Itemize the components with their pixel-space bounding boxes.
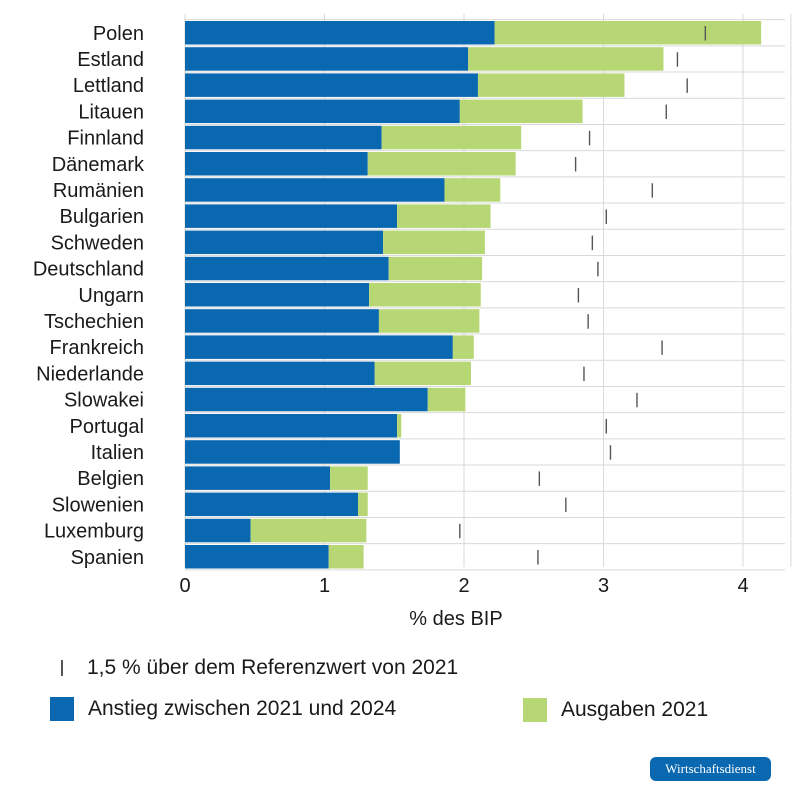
bar-anstieg [185,440,400,464]
bar-anstieg [185,361,375,386]
category-label: Frankreich [50,337,144,359]
category-label: Spanien [71,547,144,569]
bar-ausgaben [452,335,474,359]
bar-anstieg [185,466,331,490]
bar-anstieg [185,414,398,438]
legend-series2-entry: Ausgaben 2021 [523,698,708,722]
bar-ausgaben [369,283,481,307]
category-label: Bulgarien [59,206,144,228]
bar-anstieg [185,283,370,307]
gridlines [184,14,792,571]
reference-markers [459,26,707,565]
x-tick-label: 3 [598,575,609,597]
publisher-badge: Wirtschaftsdienst [650,757,771,781]
bar-anstieg [185,387,428,412]
x-tick-label: 2 [458,575,469,597]
bar-anstieg [185,256,389,281]
bar-anstieg [185,545,329,569]
category-label: Rumänien [53,180,144,202]
category-label: Dänemark [52,154,145,176]
bar-ausgaben [444,178,501,202]
green-swatch-icon [523,698,547,722]
category-label: Niederlande [36,363,144,385]
legend-marker-entry: 1,5 % über dem Referenzwert von 2021 [50,656,458,680]
category-label: Finnland [67,128,144,150]
bar-anstieg [185,47,469,71]
blue-swatch-icon [50,697,74,721]
bar-ausgaben [397,414,402,438]
x-tick-label: 4 [737,575,748,597]
bars [185,21,762,569]
bar-anstieg [185,99,460,124]
bar-anstieg [185,73,478,97]
category-label: Portugal [70,416,145,438]
category-label: Lettland [73,75,144,97]
category-label: Luxemburg [44,521,144,543]
bar-ausgaben [381,125,522,150]
bar-anstieg [185,518,251,543]
bar-anstieg [185,125,382,150]
legend-marker-label: 1,5 % über dem Referenzwert von 2021 [87,656,459,679]
bar-ausgaben [388,256,483,281]
bar-ausgaben [250,518,367,543]
category-labels: Polen Estland Lettland Litauen Finnland Dänem… [33,23,145,569]
chart: Polen Estland Lettland Litauen Finnland Dänem… [33,14,792,630]
category-label: Tschechien [44,311,144,333]
bar-ausgaben [459,99,583,124]
bar-ausgaben [383,230,485,255]
bar-anstieg [185,309,379,333]
x-tick-label: 0 [179,575,190,597]
bar-ausgaben [367,152,516,176]
legend-series1-label: Anstieg zwischen 2021 und 2024 [88,697,397,720]
category-label: Italien [91,442,144,464]
legend-series1-entry: Anstieg zwischen 2021 und 2024 [50,697,396,721]
category-label: Deutschland [33,259,144,281]
x-tick-label: 1 [319,575,330,597]
bar-ausgaben [427,387,466,412]
bar-ausgaben [357,492,368,517]
bar-anstieg [185,178,445,202]
marker-swatch-icon [61,660,63,676]
bar-anstieg [185,204,398,228]
bar-anstieg [185,230,384,255]
bar-anstieg [185,152,368,176]
bar-ausgaben [494,21,762,45]
legend-series2-label: Ausgaben 2021 [561,698,709,721]
category-label: Polen [93,23,144,45]
bar-anstieg [185,492,358,517]
bar-ausgaben [330,466,368,490]
bar-ausgaben [374,361,471,386]
category-label: Schweden [51,232,144,254]
bar-ausgaben [397,204,491,228]
bar-ausgaben [378,309,480,333]
x-tick-labels: 0 1 2 3 4 [179,575,748,597]
bar-anstieg [185,335,453,359]
category-label: Litauen [78,101,144,123]
x-axis-title: % des BIP [409,608,502,630]
bar-ausgaben [477,73,625,97]
category-label: Slowakei [64,390,144,412]
bar-anstieg [185,21,495,45]
bar-ausgaben [468,47,664,71]
category-label: Belgien [77,468,144,490]
category-label: Slowenien [52,494,144,516]
category-label: Ungarn [78,285,144,307]
bar-ausgaben [328,545,364,569]
category-label: Estland [77,49,144,71]
